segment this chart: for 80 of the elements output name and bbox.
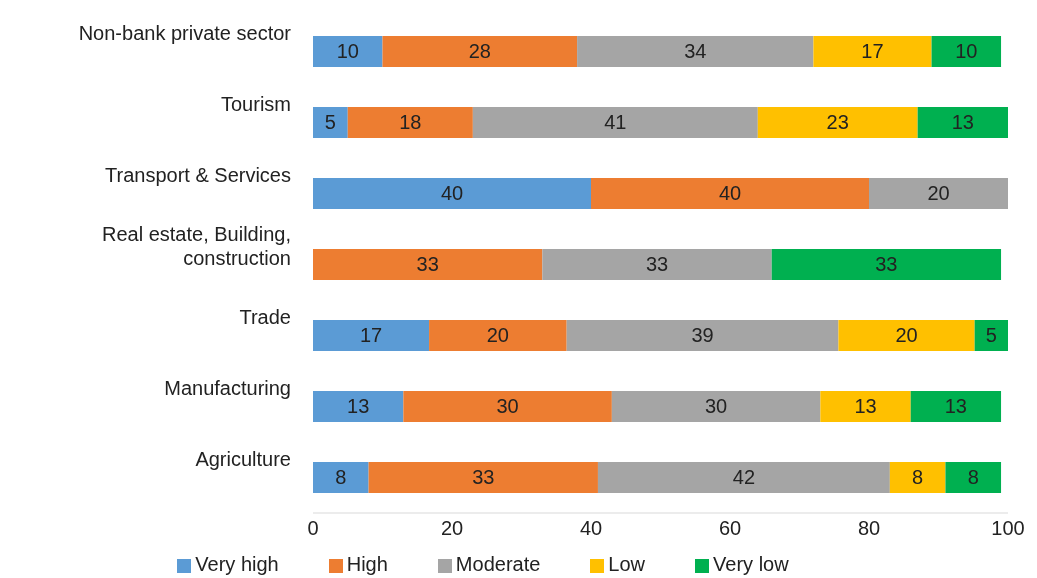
bar [382, 35, 578, 67]
y-tick-label: Tourism [220, 92, 291, 115]
legend-label: High [346, 553, 388, 575]
data-label: 20 [927, 182, 950, 205]
legend-label: Very high [195, 553, 279, 575]
x-tick-label: 80 [857, 517, 881, 540]
bar [611, 390, 821, 422]
data-label: 8 [335, 466, 347, 489]
bar [542, 248, 772, 280]
data-label: 30 [704, 395, 728, 418]
x-tick-label: 40 [579, 517, 603, 540]
data-label: 33 [875, 253, 898, 276]
x-tick-label: 20 [440, 517, 464, 540]
data-label: 42 [732, 466, 756, 489]
data-label: 33 [472, 466, 495, 489]
bar [838, 319, 975, 351]
data-label: 8 [912, 466, 924, 489]
data-label: 30 [496, 395, 519, 418]
y-tick-label: Manufacturing [164, 376, 291, 399]
y-tick-label: Real estate, Building, construction [101, 222, 291, 269]
bar [597, 461, 890, 493]
bar [368, 461, 598, 493]
data-label: 5 [985, 324, 997, 347]
data-label: 34 [684, 40, 707, 63]
y-tick-label: Transport & Services [105, 163, 291, 186]
data-label: 28 [468, 40, 491, 63]
data-label: 8 [967, 466, 979, 489]
bar [889, 461, 946, 493]
bar [917, 106, 1008, 138]
bar [945, 461, 1002, 493]
data-label: 10 [955, 40, 978, 63]
bar [771, 248, 1002, 280]
bar [974, 319, 1008, 351]
bar [931, 35, 1002, 67]
bar [313, 390, 404, 422]
y-tick-label: Trade [239, 305, 291, 328]
bar [757, 106, 918, 138]
data-label: 17 [861, 40, 884, 63]
bar [313, 106, 348, 138]
legend-label: Moderate [455, 553, 541, 575]
data-label: 18 [399, 111, 422, 134]
bar [313, 35, 383, 67]
bar [472, 106, 758, 138]
data-label: 20 [895, 324, 918, 347]
data-label: 39 [691, 324, 714, 347]
data-label: 13 [944, 395, 967, 418]
data-label: 40 [440, 182, 464, 205]
bar [313, 248, 543, 280]
bar [566, 319, 839, 351]
data-label: 10 [336, 40, 359, 63]
legend-label: Very low [713, 553, 789, 575]
bar [313, 177, 591, 209]
y-tick-label: Agriculture [195, 447, 291, 470]
data-label: 17 [359, 324, 383, 347]
x-tick-label: 100 [991, 517, 1025, 540]
data-label: 20 [486, 324, 509, 347]
bar [591, 177, 869, 209]
data-label: 40 [718, 182, 742, 205]
y-tick-label: Non-bank private sector [78, 21, 292, 44]
data-label: 5 [324, 111, 336, 134]
data-label: 13 [951, 111, 974, 134]
bar [347, 106, 473, 138]
data-label: 23 [826, 111, 849, 134]
bar [313, 461, 369, 493]
x-tick-label: 0 [307, 517, 319, 540]
bar [313, 319, 430, 351]
bar [577, 35, 814, 67]
bar [813, 35, 932, 67]
data-label: 13 [854, 395, 877, 418]
bar [403, 390, 612, 422]
x-tick-label: 60 [718, 517, 742, 540]
bar [429, 319, 567, 351]
bar [910, 390, 1002, 422]
bar [820, 390, 911, 422]
data-label: 33 [645, 253, 669, 276]
data-label: 41 [604, 111, 627, 134]
legend-label: Low [608, 553, 646, 575]
data-label: 33 [416, 253, 439, 276]
bar [869, 177, 1008, 209]
data-label: 13 [347, 395, 370, 418]
